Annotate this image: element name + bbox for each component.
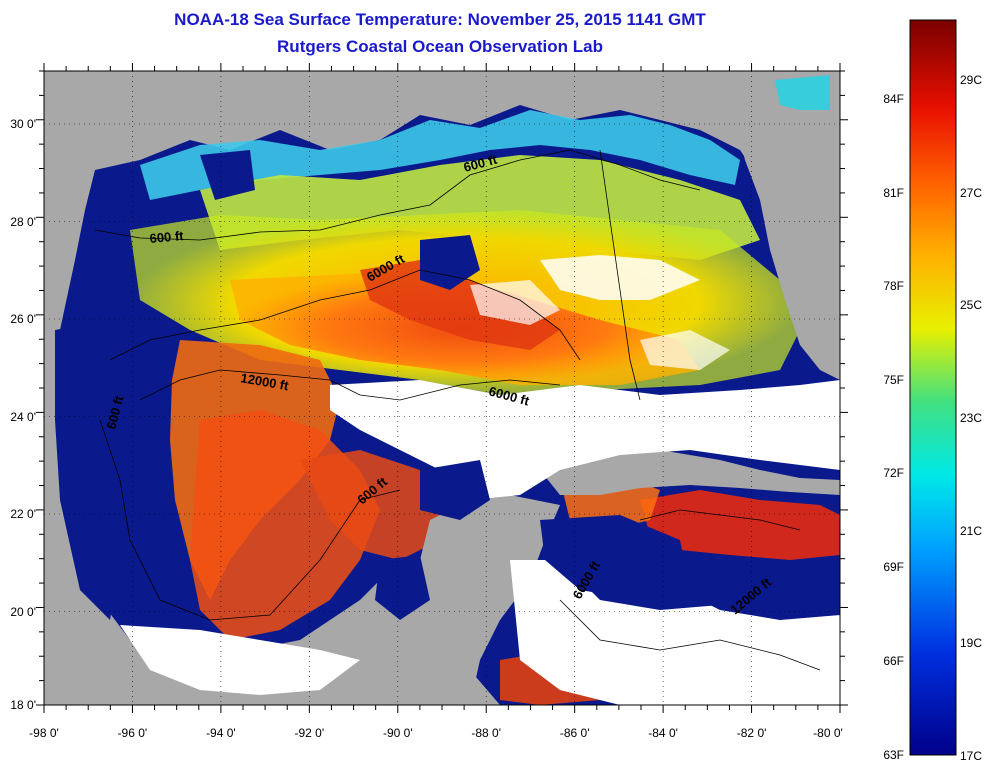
lon-label: -86 0' [560,726,590,740]
lat-label: 18 0' [10,698,36,712]
celsius-labels: 29C 27C 25C 23C 21C 19C 17C [960,73,982,763]
f-label: 78F [883,279,904,293]
lon-label: -82 0' [737,726,767,740]
graticule [44,71,840,705]
lat-label: 20 0' [10,605,36,619]
lon-label: -94 0' [206,726,236,740]
contour-label: 600 ft [149,228,185,246]
lon-label: -88 0' [471,726,501,740]
f-label: 72F [883,466,904,480]
map-title: NOAA-18 Sea Surface Temperature: Novembe… [174,10,706,29]
c-label: 23C [960,411,982,425]
lat-label: 26 0' [10,312,36,326]
lat-label: 22 0' [10,507,36,521]
latitude-labels: 30 0' 28 0' 26 0' 24 0' 22 0' 20 0' 18 0… [10,117,36,712]
c-label: 25C [960,298,982,312]
f-label: 63F [883,748,904,762]
lat-label: 24 0' [10,410,36,424]
florida-peninsula [735,71,840,380]
f-label: 75F [883,373,904,387]
lat-label: 30 0' [10,117,36,131]
f-label: 81F [883,186,904,200]
f-label: 84F [883,92,904,106]
bathymetry-contours [94,149,821,671]
lon-label: -80 0' [813,726,843,740]
c-label: 21C [960,524,982,538]
lon-label: -96 0' [118,726,148,740]
longitude-labels: -98 0' -96 0' -94 0' -92 0' -90 0' -88 0… [29,726,843,740]
c-label: 27C [960,186,982,200]
c-label: 17C [960,749,982,763]
c-label: 29C [960,73,982,87]
lon-label: -92 0' [294,726,324,740]
lat-label: 28 0' [10,215,36,229]
color-scale: 84F 81F 78F 75F 72F 69F 66F 63F 29C 27C … [883,19,982,763]
colorbar-gradient [909,19,957,756]
cuba-island [540,450,840,495]
fahrenheit-labels: 84F 81F 78F 75F 72F 69F 66F 63F [883,92,904,762]
c-label: 19C [960,636,982,650]
lon-label: -84 0' [648,726,678,740]
axis-ticks [36,63,848,713]
map-panel [44,71,840,705]
lon-label: -90 0' [383,726,413,740]
map-subtitle: Rutgers Coastal Ocean Observation Lab [277,37,603,56]
yucatan-peninsula [410,495,560,705]
lon-label: -98 0' [29,726,59,740]
f-label: 66F [883,654,904,668]
f-label: 69F [883,560,904,574]
